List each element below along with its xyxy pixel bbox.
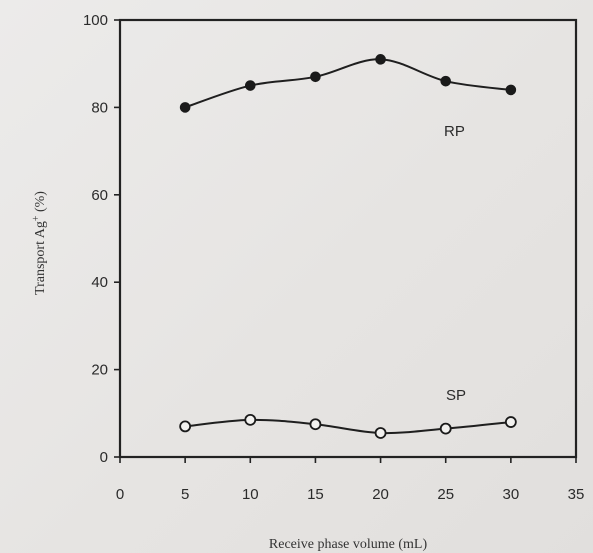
y-axis-title-superscript: + bbox=[31, 215, 42, 221]
series-layer bbox=[179, 54, 517, 439]
data-point-sp-30 bbox=[504, 416, 517, 428]
x-axis-title: Receive phase volume (mL) bbox=[269, 537, 428, 552]
y-tick-label-40: 40 bbox=[91, 274, 108, 291]
x-axis: 0 5 10 15 20 25 30 35 bbox=[116, 457, 585, 503]
x-tick-label-20: 20 bbox=[372, 486, 389, 503]
series-label-sp: SP bbox=[446, 387, 466, 404]
data-point-rp-15 bbox=[310, 71, 321, 83]
x-tick-label-35: 35 bbox=[568, 486, 585, 503]
series-line-sp bbox=[185, 418, 511, 435]
y-tick-label-0: 0 bbox=[100, 449, 108, 466]
series-label-rp: RP bbox=[444, 123, 465, 140]
x-tick-label-5: 5 bbox=[181, 486, 189, 503]
data-point-sp-20 bbox=[374, 427, 387, 439]
series-rp bbox=[179, 54, 517, 113]
data-point-rp-5 bbox=[179, 102, 191, 113]
y-axis: 0 20 40 60 80 100 bbox=[83, 12, 120, 466]
y-tick-label-80: 80 bbox=[91, 99, 108, 116]
data-point-rp-30 bbox=[505, 84, 517, 96]
y-axis-title-main: Transport Ag bbox=[33, 221, 48, 295]
y-tick-label-60: 60 bbox=[91, 187, 108, 204]
x-tick-label-10: 10 bbox=[242, 486, 259, 503]
series-sp bbox=[179, 413, 517, 439]
x-tick-label-15: 15 bbox=[307, 486, 324, 503]
y-tick-label-100: 100 bbox=[83, 12, 108, 29]
y-axis-title: Transport Ag+ (%) bbox=[31, 191, 48, 295]
data-point-sp-5 bbox=[179, 420, 192, 433]
y-axis-title-unit: (%) bbox=[33, 191, 48, 216]
x-tick-label-0: 0 bbox=[116, 486, 124, 503]
x-tick-label-25: 25 bbox=[437, 486, 454, 503]
series-line-rp bbox=[184, 58, 511, 109]
data-point-rp-20 bbox=[375, 54, 386, 65]
data-point-rp-10 bbox=[244, 80, 256, 91]
data-point-sp-25 bbox=[439, 422, 452, 435]
y-tick-label-20: 20 bbox=[91, 362, 108, 379]
data-point-sp-10 bbox=[244, 413, 257, 426]
data-point-rp-25 bbox=[440, 75, 452, 87]
x-tick-label-30: 30 bbox=[503, 486, 520, 503]
plot-frame bbox=[118, 18, 578, 459]
data-point-sp-15 bbox=[309, 418, 322, 431]
